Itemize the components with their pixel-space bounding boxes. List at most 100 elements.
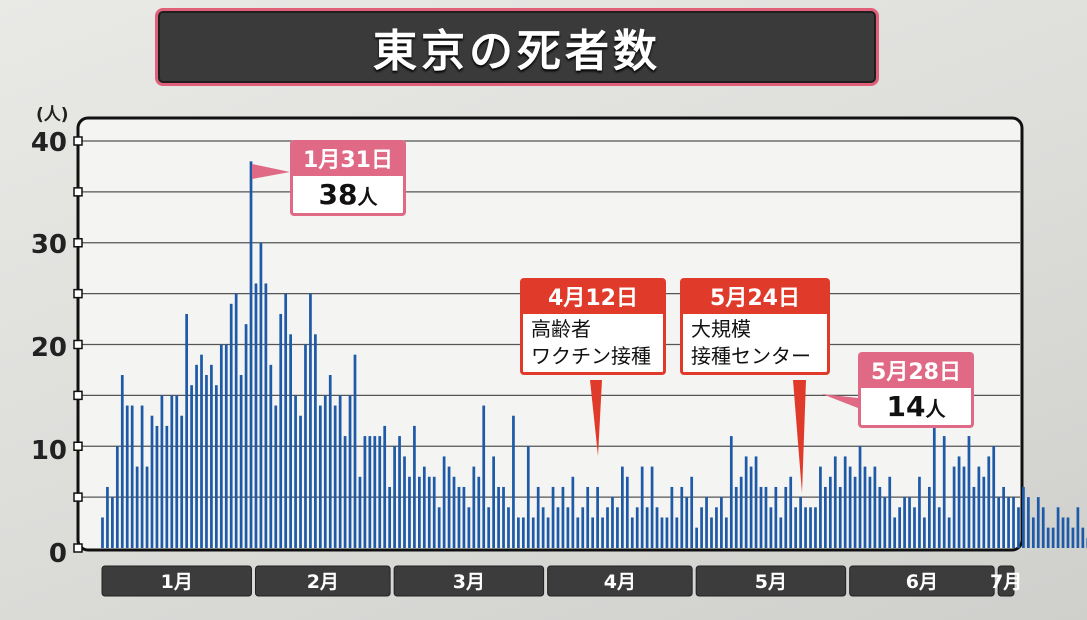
- bar: [769, 507, 773, 548]
- bar: [918, 476, 921, 548]
- bar: [219, 344, 223, 548]
- bar: [566, 507, 570, 548]
- bar: [120, 375, 124, 548]
- bar: [804, 507, 807, 548]
- bar: [789, 476, 793, 548]
- y-axis-unit: (人): [36, 105, 69, 125]
- bar: [942, 436, 946, 548]
- bar: [645, 507, 649, 548]
- bar: [333, 405, 337, 548]
- y-tick-mark: [73, 339, 83, 350]
- bar: [125, 405, 129, 548]
- bar: [175, 395, 179, 548]
- bar: [403, 456, 406, 548]
- bar: [447, 466, 451, 548]
- bar: [427, 476, 431, 548]
- bar: [873, 466, 877, 548]
- bar: [239, 375, 243, 548]
- callout-pointer-recent: [822, 394, 858, 408]
- bar: [101, 517, 104, 548]
- bar: [526, 446, 530, 548]
- bar: [848, 466, 852, 548]
- bar: [858, 446, 862, 548]
- month-label: 5月: [755, 571, 787, 593]
- bar: [1017, 507, 1020, 548]
- bar: [962, 466, 966, 548]
- y-tick-mark: [73, 492, 83, 502]
- bar: [328, 375, 332, 548]
- callout-elderly-date: 4月12日: [520, 278, 666, 314]
- bar: [952, 466, 956, 548]
- bar: [536, 486, 540, 548]
- bar: [729, 436, 733, 548]
- bar: [878, 486, 882, 548]
- month-box: [997, 565, 1015, 597]
- y-tick-mark: [73, 390, 83, 401]
- bar: [868, 476, 872, 548]
- bar: [908, 497, 911, 548]
- bar: [809, 507, 812, 548]
- bar: [299, 415, 302, 548]
- bar: [635, 507, 639, 548]
- bar: [541, 507, 545, 548]
- bar: [269, 364, 273, 548]
- bar: [418, 476, 421, 548]
- bar: [621, 466, 624, 548]
- bar: [640, 466, 644, 548]
- bar: [135, 466, 139, 548]
- bar: [512, 415, 515, 548]
- bar: [571, 476, 575, 548]
- bar: [1066, 517, 1070, 548]
- month-label: 4月: [604, 571, 636, 593]
- bar: [932, 405, 936, 548]
- bar: [531, 517, 535, 548]
- bar: [289, 334, 292, 548]
- bar: [314, 334, 317, 548]
- bar: [422, 466, 426, 548]
- bar: [492, 456, 495, 548]
- month-box: [254, 565, 391, 597]
- bar: [794, 507, 798, 548]
- bar: [160, 395, 164, 548]
- bar: [1051, 527, 1055, 548]
- bar: [472, 466, 476, 548]
- bar: [606, 507, 609, 548]
- callout-elderly: 4月12日 高齢者 ワクチン接種: [520, 278, 666, 375]
- bar: [195, 364, 198, 548]
- y-tick-label-0: 0: [48, 539, 67, 569]
- bar: [759, 486, 763, 548]
- bar: [863, 466, 867, 548]
- bar: [838, 486, 842, 548]
- callout-peak-date: 1月31日: [290, 140, 406, 176]
- bar: [1071, 527, 1075, 548]
- y-axis-ticks: [73, 136, 83, 553]
- bar: [977, 466, 981, 548]
- y-tick-label-20: 20: [30, 333, 67, 363]
- callout-peak: 1月31日 38人: [290, 140, 406, 216]
- bar: [517, 517, 520, 548]
- bar: [720, 497, 723, 548]
- bar: [348, 395, 352, 548]
- chart-title: 東京の死者数: [373, 26, 661, 77]
- callout-mass-body: 大規模 接種センター: [680, 314, 830, 375]
- month-box: [101, 565, 252, 597]
- bar: [1061, 517, 1065, 548]
- callout-recent-body: 14人: [858, 388, 974, 428]
- month-label: 3月: [453, 571, 485, 593]
- bar: [630, 517, 634, 548]
- bar: [611, 497, 614, 548]
- bar: [997, 497, 1001, 548]
- bar: [155, 425, 159, 548]
- bar: [477, 476, 481, 548]
- y-tick-mark: [73, 441, 83, 451]
- bar: [705, 497, 708, 548]
- bar: [368, 436, 372, 548]
- bar: [1056, 507, 1060, 548]
- bar: [1046, 527, 1050, 548]
- bar: [482, 405, 486, 548]
- month-box: [393, 565, 545, 597]
- bar: [437, 507, 441, 548]
- bar: [279, 313, 283, 548]
- bar: [229, 303, 233, 548]
- bar: [150, 415, 154, 548]
